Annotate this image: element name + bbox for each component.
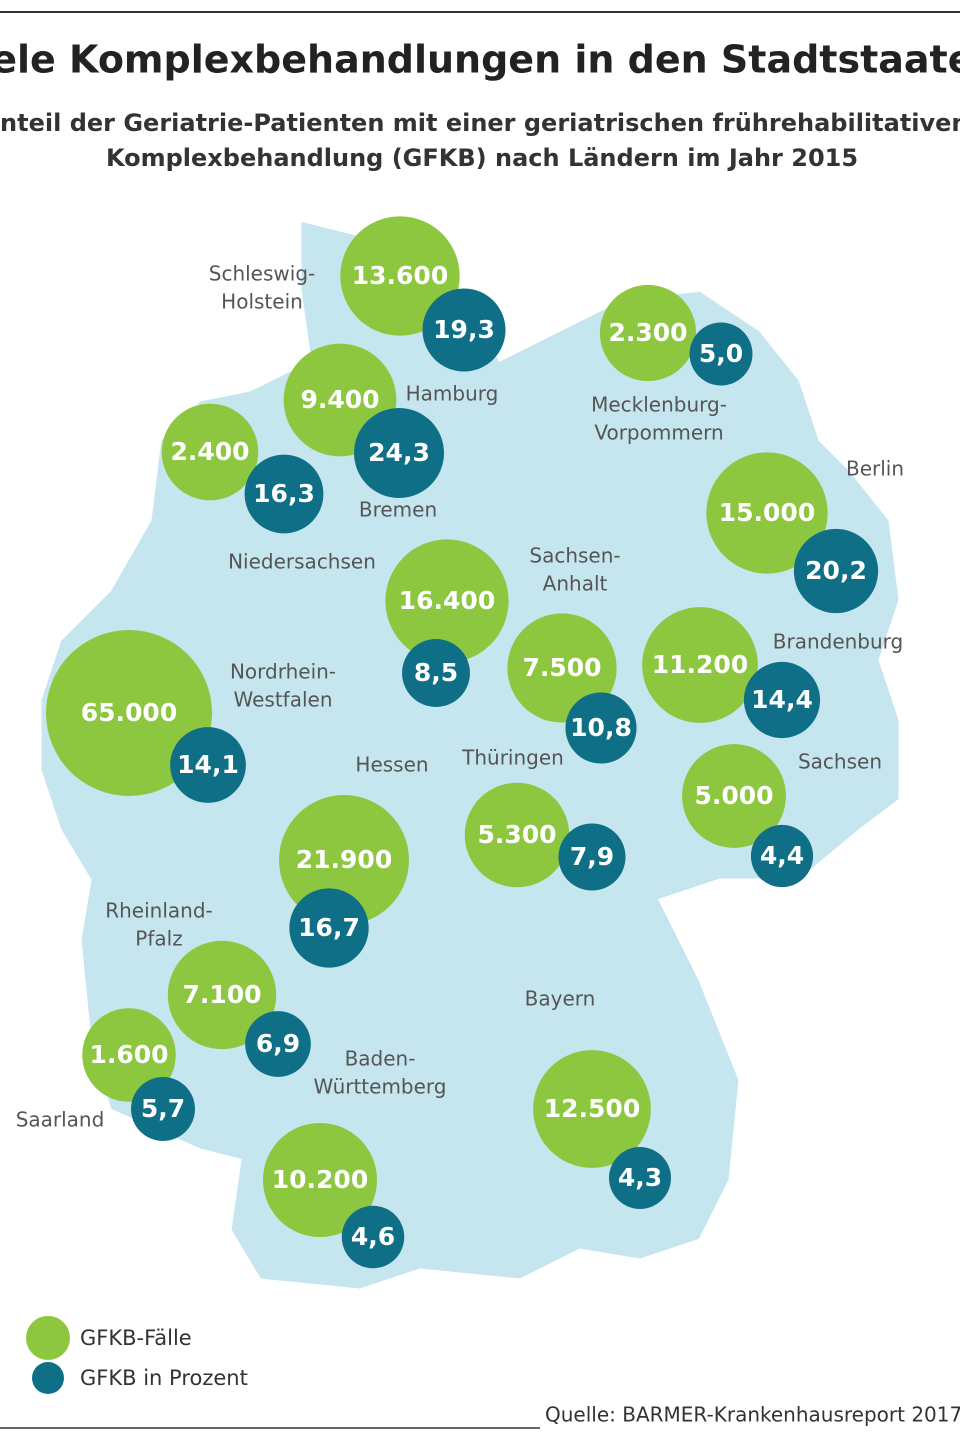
percent-bubble bbox=[170, 727, 246, 803]
cases-label: 2.300 bbox=[608, 318, 687, 347]
cases-label: 5.000 bbox=[694, 781, 773, 810]
state-name: Schleswig- bbox=[209, 262, 315, 286]
cases-bubble bbox=[385, 539, 509, 663]
cases-bubble bbox=[82, 1008, 176, 1102]
state-name: Anhalt bbox=[543, 572, 608, 596]
percent-label: 4,4 bbox=[760, 841, 804, 870]
state-name: Hessen bbox=[355, 753, 428, 777]
cases-label: 2.400 bbox=[170, 437, 249, 466]
cases-bubble bbox=[706, 452, 828, 574]
legend-swatch bbox=[32, 1362, 64, 1394]
percent-label: 14,4 bbox=[751, 685, 813, 714]
title: Viele Komplexbehandlungen in den Stadtst… bbox=[0, 38, 960, 82]
percent-label: 6,9 bbox=[256, 1029, 300, 1058]
cases-bubble bbox=[340, 216, 460, 336]
state-name: Bayern bbox=[525, 987, 596, 1011]
percent-bubble bbox=[558, 823, 626, 891]
percent-bubble bbox=[793, 528, 879, 614]
cases-label: 9.400 bbox=[300, 385, 379, 414]
percent-bubble bbox=[743, 661, 821, 739]
cases-bubble bbox=[533, 1050, 651, 1168]
cases-bubble bbox=[167, 940, 277, 1050]
percent-label: 8,5 bbox=[414, 658, 458, 687]
state-name: Baden- bbox=[345, 1047, 416, 1071]
percent-bubble bbox=[565, 692, 637, 764]
state-name: Berlin bbox=[846, 457, 904, 481]
cases-label: 13.600 bbox=[352, 261, 448, 290]
cases-label: 12.500 bbox=[544, 1094, 640, 1123]
percent-label: 16,7 bbox=[298, 913, 360, 942]
percent-label: 20,2 bbox=[805, 556, 867, 585]
legend-label: GFKB-Fälle bbox=[80, 1326, 192, 1350]
state-name: Rheinland- bbox=[105, 899, 213, 923]
percent-bubble bbox=[750, 824, 814, 888]
cases-label: 1.600 bbox=[89, 1040, 168, 1069]
state-name: Niedersachsen bbox=[228, 550, 376, 574]
percent-bubble bbox=[689, 322, 753, 386]
percent-label: 14,1 bbox=[177, 750, 239, 779]
state-name: Sachsen- bbox=[529, 544, 620, 568]
legend-label: GFKB in Prozent bbox=[80, 1366, 248, 1390]
subtitle: Komplexbehandlung (GFKB) nach Ländern im… bbox=[106, 144, 858, 172]
percent-bubble bbox=[422, 288, 506, 372]
state-name: Hamburg bbox=[406, 382, 499, 406]
state-name: Thüringen bbox=[461, 746, 564, 770]
cases-label: 21.900 bbox=[296, 845, 392, 874]
state-name: Pfalz bbox=[135, 927, 182, 951]
percent-bubble bbox=[354, 408, 444, 498]
percent-bubble bbox=[608, 1146, 672, 1210]
percent-label: 5,0 bbox=[699, 339, 743, 368]
percent-bubble bbox=[131, 1077, 195, 1141]
legend-swatch bbox=[26, 1316, 70, 1360]
state-name: Mecklenburg- bbox=[591, 393, 727, 417]
cases-label: 16.400 bbox=[399, 586, 495, 615]
percent-bubble bbox=[245, 1011, 311, 1077]
cases-bubble bbox=[642, 607, 758, 723]
percent-bubble bbox=[341, 1205, 405, 1269]
state-name: Brandenburg bbox=[773, 630, 904, 654]
cases-label: 15.000 bbox=[719, 498, 815, 527]
percent-bubble bbox=[244, 454, 324, 534]
cases-bubble bbox=[464, 782, 570, 888]
state-name: Nordrhein- bbox=[230, 660, 336, 684]
cases-bubble bbox=[599, 284, 697, 382]
cases-label: 7.100 bbox=[182, 980, 261, 1009]
cases-bubble bbox=[46, 630, 212, 796]
percent-label: 19,3 bbox=[433, 315, 495, 344]
percent-label: 24,3 bbox=[368, 438, 430, 467]
cases-label: 5.300 bbox=[477, 820, 556, 849]
state-name: Bremen bbox=[359, 498, 437, 522]
state-name: Saarland bbox=[16, 1108, 105, 1132]
cases-label: 11.200 bbox=[652, 650, 748, 679]
state-name: Württemberg bbox=[314, 1075, 447, 1099]
percent-label: 7,9 bbox=[570, 842, 614, 871]
percent-bubble bbox=[289, 888, 369, 968]
state-name: Vorpommern bbox=[594, 421, 723, 445]
state-name: Holstein bbox=[221, 290, 303, 314]
cases-bubble bbox=[682, 744, 786, 848]
state-name: Sachsen bbox=[798, 750, 882, 774]
percent-label: 16,3 bbox=[253, 479, 315, 508]
percent-label: 4,3 bbox=[618, 1163, 662, 1192]
cases-label: 65.000 bbox=[81, 698, 177, 727]
source: Quelle: BARMER-Krankenhausreport 2017 bbox=[545, 1403, 960, 1427]
percent-label: 10,8 bbox=[570, 713, 632, 742]
subtitle: Anteil der Geriatrie-Patienten mit einer… bbox=[0, 109, 960, 137]
cases-label: 10.200 bbox=[272, 1165, 368, 1194]
state-name: Westfalen bbox=[233, 688, 332, 712]
percent-bubble bbox=[402, 639, 470, 707]
percent-label: 5,7 bbox=[141, 1094, 185, 1123]
cases-bubble bbox=[262, 1122, 378, 1238]
percent-label: 4,6 bbox=[351, 1222, 395, 1251]
cases-label: 7.500 bbox=[522, 653, 601, 682]
cases-bubble bbox=[161, 403, 259, 501]
